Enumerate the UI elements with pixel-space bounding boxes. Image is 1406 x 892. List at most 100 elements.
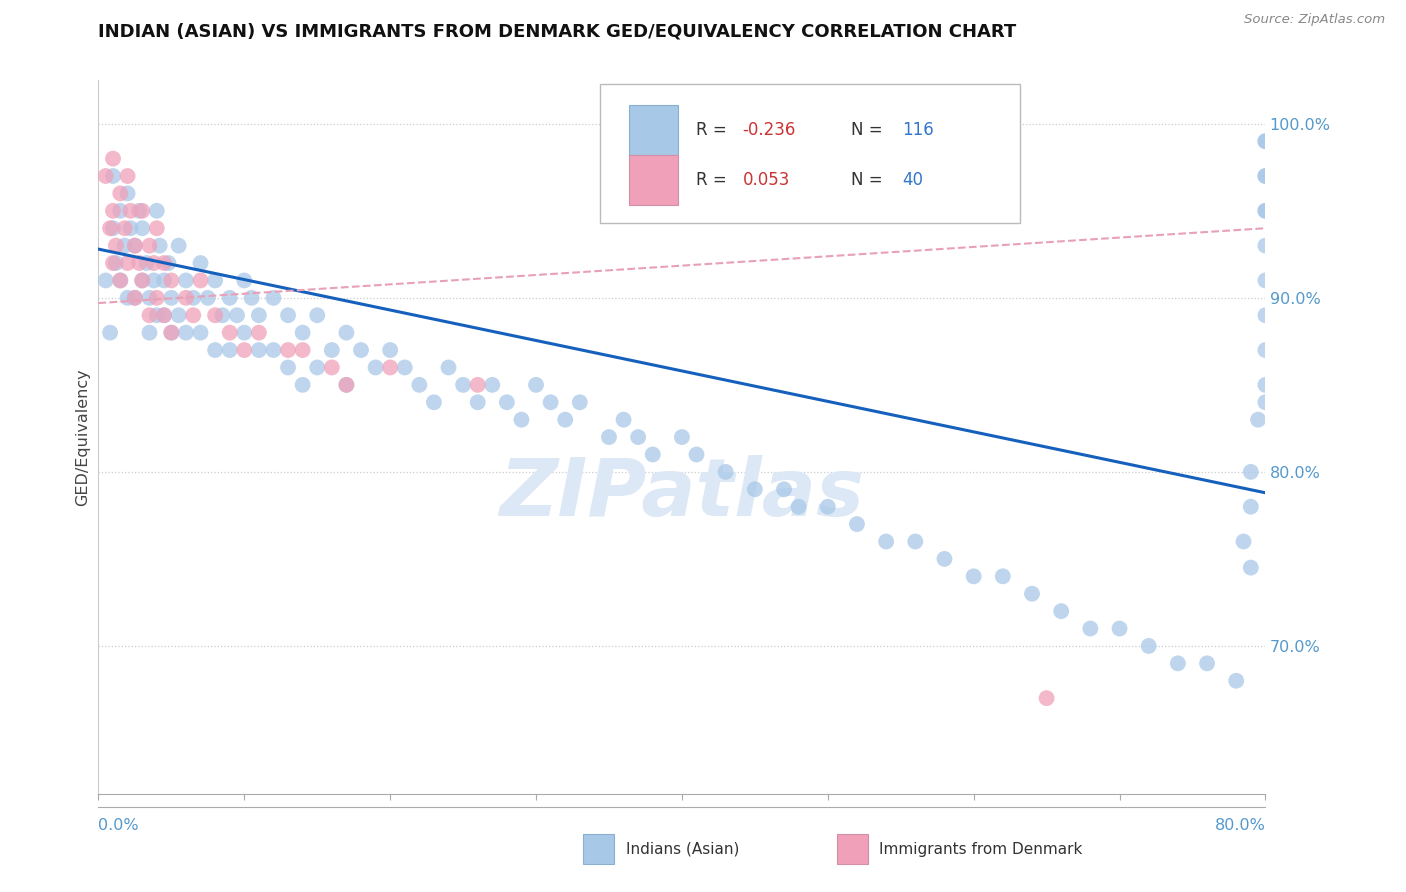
Point bbox=[233, 273, 256, 287]
Point bbox=[991, 569, 1014, 583]
Point bbox=[262, 291, 284, 305]
Point bbox=[204, 273, 226, 287]
Point bbox=[307, 360, 329, 375]
Point bbox=[423, 395, 446, 409]
Point bbox=[153, 256, 176, 270]
Point bbox=[101, 203, 124, 218]
Point bbox=[104, 256, 127, 270]
Point bbox=[142, 256, 165, 270]
Point bbox=[845, 517, 868, 532]
Point bbox=[335, 326, 357, 340]
Point bbox=[138, 238, 160, 252]
Point bbox=[685, 448, 707, 462]
Point bbox=[744, 483, 766, 497]
Point bbox=[510, 412, 533, 426]
Point bbox=[174, 291, 197, 305]
Point bbox=[1108, 622, 1130, 636]
Point bbox=[1254, 134, 1277, 148]
Point bbox=[117, 186, 139, 201]
Point bbox=[117, 256, 139, 270]
Text: R =: R = bbox=[696, 121, 733, 139]
Point bbox=[117, 169, 139, 183]
Point bbox=[153, 273, 176, 287]
Point bbox=[291, 326, 314, 340]
Point bbox=[197, 291, 219, 305]
Point bbox=[149, 238, 172, 252]
Point bbox=[1254, 377, 1277, 392]
Point bbox=[138, 291, 160, 305]
Point bbox=[467, 377, 489, 392]
Point bbox=[174, 326, 197, 340]
Point bbox=[124, 238, 146, 252]
Point bbox=[612, 412, 634, 426]
Point bbox=[1254, 203, 1277, 218]
Point bbox=[875, 534, 897, 549]
Point bbox=[641, 448, 664, 462]
Point bbox=[131, 273, 153, 287]
Point bbox=[98, 221, 121, 235]
Point bbox=[124, 291, 146, 305]
Point bbox=[1254, 203, 1277, 218]
Point bbox=[394, 360, 416, 375]
Point bbox=[153, 308, 176, 322]
Point bbox=[131, 203, 153, 218]
Point bbox=[110, 273, 132, 287]
Point bbox=[160, 326, 183, 340]
Point bbox=[124, 238, 146, 252]
Point bbox=[904, 534, 927, 549]
Point bbox=[101, 256, 124, 270]
Point bbox=[467, 395, 489, 409]
Point bbox=[335, 377, 357, 392]
Point bbox=[142, 273, 165, 287]
Point bbox=[190, 273, 212, 287]
Point bbox=[114, 221, 136, 235]
Point bbox=[291, 377, 314, 392]
Text: R =: R = bbox=[696, 171, 733, 189]
Point bbox=[240, 291, 263, 305]
Point bbox=[1232, 534, 1254, 549]
Text: 0.053: 0.053 bbox=[742, 171, 790, 189]
Point bbox=[1035, 691, 1057, 706]
Point bbox=[218, 326, 240, 340]
Point bbox=[277, 308, 299, 322]
Point bbox=[101, 169, 124, 183]
Point bbox=[554, 412, 576, 426]
Point bbox=[146, 221, 169, 235]
Point bbox=[1247, 412, 1270, 426]
Point bbox=[247, 308, 270, 322]
Bar bbox=[630, 105, 679, 155]
Point bbox=[787, 500, 810, 514]
Point bbox=[167, 238, 190, 252]
Point bbox=[1254, 169, 1277, 183]
Point bbox=[1254, 238, 1277, 252]
Point bbox=[110, 186, 132, 201]
Point bbox=[146, 203, 169, 218]
Point bbox=[378, 360, 402, 375]
Point bbox=[1240, 560, 1263, 574]
Text: N =: N = bbox=[851, 171, 889, 189]
Point bbox=[128, 256, 150, 270]
Point bbox=[1254, 395, 1277, 409]
Point bbox=[1240, 465, 1263, 479]
Point bbox=[408, 377, 430, 392]
Point bbox=[307, 308, 329, 322]
Point bbox=[627, 430, 650, 444]
Point bbox=[1225, 673, 1247, 688]
Point bbox=[291, 343, 314, 357]
Text: Source: ZipAtlas.com: Source: ZipAtlas.com bbox=[1244, 13, 1385, 27]
Point bbox=[204, 308, 226, 322]
Point bbox=[146, 308, 169, 322]
Point bbox=[181, 308, 204, 322]
FancyBboxPatch shape bbox=[600, 84, 1021, 223]
Point bbox=[1254, 134, 1277, 148]
Point bbox=[962, 569, 984, 583]
Point bbox=[218, 291, 240, 305]
Text: ZIPatlas: ZIPatlas bbox=[499, 455, 865, 533]
Point bbox=[1021, 587, 1043, 601]
Point bbox=[94, 169, 117, 183]
Text: 80.0%: 80.0% bbox=[1215, 818, 1265, 832]
Point bbox=[181, 291, 204, 305]
Text: N =: N = bbox=[851, 121, 889, 139]
Point bbox=[190, 326, 212, 340]
Point bbox=[117, 291, 139, 305]
